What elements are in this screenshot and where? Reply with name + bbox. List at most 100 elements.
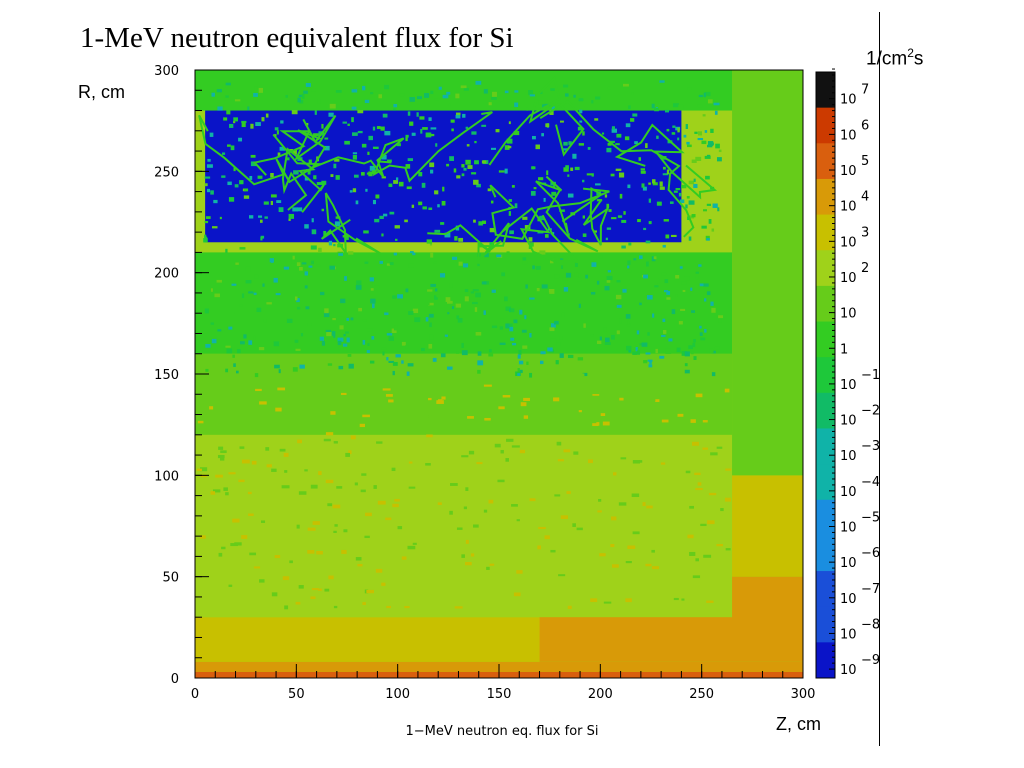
heatmap-speckle bbox=[307, 169, 311, 175]
heatmap-speckle bbox=[340, 392, 347, 395]
heatmap-speckle bbox=[651, 566, 660, 570]
heatmap-speckle bbox=[348, 363, 354, 369]
heatmap-speckle bbox=[631, 92, 634, 96]
heatmap-speckle bbox=[514, 102, 519, 108]
heatmap-speckle bbox=[615, 143, 620, 146]
heatmap-speckle bbox=[349, 190, 353, 193]
heatmap-speckle bbox=[684, 363, 688, 367]
heatmap-speckle bbox=[502, 395, 511, 398]
heatmap-speckle bbox=[325, 479, 334, 484]
heatmap-speckle bbox=[619, 318, 622, 324]
heatmap-speckle bbox=[386, 333, 393, 336]
heatmap-speckle bbox=[505, 323, 510, 329]
heatmap-speckle bbox=[704, 298, 707, 302]
heatmap-speckle bbox=[718, 149, 722, 153]
x-tick-label: 150 bbox=[487, 687, 512, 702]
heatmap-speckle bbox=[324, 137, 329, 140]
heatmap-speckle bbox=[598, 498, 602, 502]
heatmap-speckle bbox=[698, 94, 703, 98]
heatmap-speckle bbox=[321, 361, 324, 367]
heatmap-speckle bbox=[567, 605, 572, 609]
heatmap-speckle bbox=[491, 147, 497, 150]
heatmap-speckle bbox=[355, 412, 359, 416]
heatmap-speckle bbox=[429, 334, 434, 340]
heatmap-speckle bbox=[312, 133, 319, 137]
heatmap-speckle bbox=[663, 219, 669, 222]
heatmap-track bbox=[561, 186, 610, 246]
heatmap-speckle bbox=[422, 127, 428, 130]
heatmap-speckle bbox=[388, 399, 394, 403]
heatmap-speckle bbox=[288, 218, 291, 221]
heatmap-speckle bbox=[682, 289, 686, 293]
heatmap-speckle bbox=[716, 446, 723, 449]
heatmap-speckle bbox=[325, 329, 331, 333]
heatmap-speckle bbox=[583, 323, 586, 328]
heatmap-speckle bbox=[430, 90, 434, 95]
heatmap-speckle bbox=[397, 294, 403, 299]
heatmap-speckle bbox=[338, 365, 344, 370]
heatmap-speckle bbox=[360, 489, 366, 493]
heatmap-speckle bbox=[500, 449, 504, 454]
heatmap-speckle bbox=[724, 497, 731, 502]
heatmap-speckle bbox=[648, 182, 651, 185]
heatmap-speckle bbox=[271, 592, 278, 597]
heatmap-speckle bbox=[688, 200, 695, 205]
heatmap-speckle bbox=[250, 123, 254, 129]
heatmap-speckle bbox=[520, 402, 527, 407]
heatmap-speckle bbox=[379, 215, 384, 220]
heatmap-speckle bbox=[657, 278, 660, 284]
heatmap-speckle bbox=[457, 318, 463, 323]
heatmap-speckle bbox=[344, 276, 347, 281]
heatmap-speckle bbox=[513, 130, 520, 136]
heatmap-speckle bbox=[522, 345, 528, 349]
heatmap-speckle bbox=[318, 247, 322, 252]
heatmap-speckle bbox=[656, 135, 659, 139]
heatmap-speckle bbox=[481, 124, 487, 127]
heatmap-speckle bbox=[678, 104, 684, 110]
heatmap-speckle bbox=[311, 587, 319, 591]
colorbar-tick-label: 10 bbox=[840, 485, 857, 500]
heatmap-speckle bbox=[361, 143, 367, 148]
heatmap-speckle bbox=[551, 106, 555, 111]
heatmap-speckle bbox=[653, 256, 657, 260]
heatmap-speckle bbox=[508, 199, 512, 202]
heatmap-speckle bbox=[504, 296, 508, 302]
heatmap-speckle bbox=[616, 304, 622, 308]
heatmap-speckle bbox=[465, 126, 469, 129]
heatmap-speckle bbox=[578, 143, 585, 146]
heatmap-speckle bbox=[544, 535, 550, 540]
heatmap-speckle bbox=[243, 188, 249, 192]
heatmap-speckle bbox=[239, 446, 245, 449]
heatmap-speckle bbox=[652, 313, 655, 318]
colorbar-band bbox=[816, 107, 835, 144]
heatmap-speckle bbox=[354, 482, 358, 486]
heatmap-speckle bbox=[454, 606, 463, 609]
heatmap-speckle bbox=[430, 169, 434, 174]
heatmap-speckle bbox=[447, 300, 453, 304]
colorbar-band bbox=[816, 321, 835, 358]
heatmap-speckle bbox=[405, 164, 411, 169]
colorbar-tick-label: 10 bbox=[840, 449, 857, 464]
heatmap-speckle bbox=[483, 509, 488, 513]
heatmap-speckle bbox=[266, 464, 272, 468]
colorbar-tick-label: 10 bbox=[840, 378, 857, 393]
heatmap-track bbox=[252, 114, 337, 176]
heatmap-speckle bbox=[649, 361, 652, 364]
heatmap-speckle bbox=[563, 167, 569, 172]
heatmap-speckle bbox=[370, 298, 376, 304]
heatmap-speckle bbox=[230, 543, 238, 547]
heatmap-speckle bbox=[298, 491, 307, 495]
heatmap-speckle bbox=[286, 157, 290, 161]
heatmap-speckle bbox=[431, 397, 437, 402]
heatmap-speckle bbox=[562, 277, 568, 281]
heatmap-speckle bbox=[684, 276, 690, 281]
heatmap-speckle bbox=[401, 360, 404, 364]
heatmap-speckle bbox=[706, 203, 711, 206]
heatmap-speckle bbox=[548, 288, 555, 294]
heatmap-speckle bbox=[464, 288, 469, 293]
heatmap-speckle bbox=[420, 128, 423, 134]
heatmap-speckle bbox=[323, 145, 330, 151]
heatmap-speckle bbox=[673, 597, 679, 601]
heatmap-speckle bbox=[440, 222, 445, 225]
heatmap-speckle bbox=[311, 229, 317, 235]
